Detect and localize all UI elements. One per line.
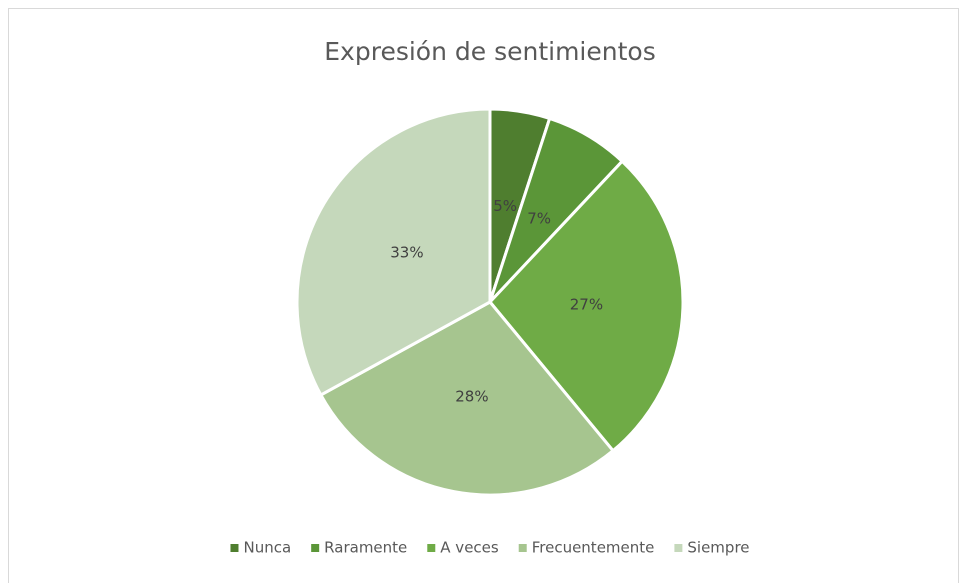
legend-label: Raramente [324, 539, 407, 557]
legend-swatch [674, 544, 683, 552]
data-label: 5% [493, 197, 517, 215]
legend-swatch [427, 544, 436, 552]
data-label: 28% [455, 387, 488, 405]
data-label: 33% [390, 243, 423, 261]
chart-title: Expresión de sentimientos [324, 37, 655, 66]
legend-label: Frecuentemente [532, 539, 655, 557]
legend-label: A veces [440, 539, 499, 557]
pie-slice [295, 107, 492, 398]
legend-label: Nunca [243, 539, 291, 557]
legend-swatch [311, 544, 320, 552]
pie-slice [488, 159, 685, 453]
legend-label: Siempre [687, 539, 749, 557]
data-label: 7% [527, 209, 551, 227]
legend-swatch [518, 544, 527, 552]
legend-swatch [230, 544, 239, 552]
data-label: 27% [570, 296, 603, 314]
legend: Nunca Raramente A veces Frecuentemente Siemp… [230, 539, 750, 557]
pie-slice [318, 300, 616, 497]
